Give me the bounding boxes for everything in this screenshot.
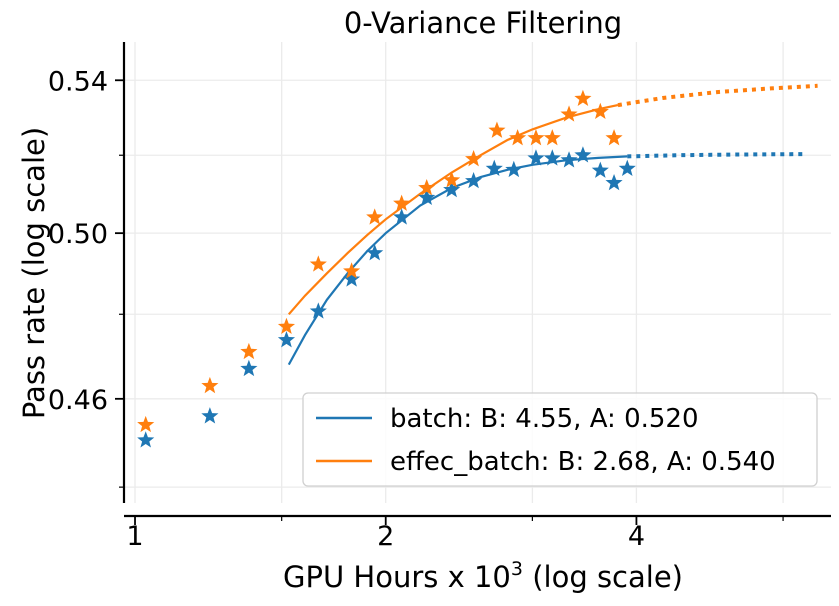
x-tick-label: 1 [126,521,143,552]
series-0-star-marker [443,180,461,198]
series-0-star-marker [366,244,384,261]
series-1-extrapolation-line [617,83,818,108]
series-0-star-marker [543,149,561,166]
series-0-star-marker [240,359,258,377]
series-1-star-marker [465,150,483,167]
series-1-star-marker [605,129,623,146]
series-1-star-marker [543,129,561,146]
series-0-star-marker [201,407,219,424]
axes [122,42,831,518]
x-axis-title-exponent: 3 [511,558,523,580]
series-1-star-marker [366,208,384,225]
series-0-star-marker [277,331,296,348]
series-0-star-marker [591,161,609,178]
series-0-star-marker [137,431,155,448]
series-1-star-marker [418,178,436,196]
series-0-star-marker [574,146,592,163]
fit-curves [287,83,818,366]
series-1-star-marker [509,129,527,146]
series-1-star-marker [137,415,155,433]
series-1-star-marker [560,105,578,122]
legend: batch: B: 4.55, A: 0.520 effec_batch: B: … [302,392,818,487]
ticks: 1 2 4 0.46 0.50 0.54 [48,66,784,552]
series-0-star-marker [465,172,483,189]
y-tick-label: 0.54 [48,66,108,97]
legend-box [302,392,818,487]
series-0-star-marker [393,208,411,225]
series-0-star-marker [527,149,545,166]
series-1-star-marker [488,121,506,138]
chart-title: 0-Variance Filtering [344,6,622,40]
series-1-star-marker [574,89,592,107]
series-0-star-marker [485,159,503,176]
series-1-star-marker [201,376,219,394]
y-axis-title: Pass rate (log scale) [17,127,51,419]
series-0-star-marker [505,160,523,178]
series-1-star-marker [240,342,258,360]
series-0-star-marker [605,173,623,191]
series-0-star-marker [309,302,327,319]
grid [124,42,831,503]
series-1-star-marker [443,171,461,188]
series-0-star-marker [618,159,636,176]
series-0-star-marker [560,151,578,168]
x-tick-label: 4 [628,521,645,552]
series-0-extrapolation-line [627,152,807,159]
legend-label-1: effec_batch: B: 2.68, A: 0.540 [390,447,776,477]
x-axis-title: GPU Hours x 103 (log scale) [283,558,683,594]
x-axis-title-main: GPU Hours x 10 [283,560,511,594]
series-1-star-marker [343,262,361,279]
series-1-fit-line [287,104,619,316]
series-1-star-marker [277,317,296,334]
series-1-star-marker [309,255,327,272]
series-0-star-marker [418,188,436,205]
series-1-star-marker [527,129,545,146]
x-tick-label: 2 [377,521,394,552]
y-tick-label: 0.46 [48,385,108,416]
y-tick-label: 0.50 [48,219,108,250]
series-1-star-marker [393,194,411,211]
series-0-star-marker [343,270,361,287]
series-1-star-marker [591,102,609,120]
x-axis-title-suffix: (log scale) [523,560,683,594]
legend-label-0: batch: B: 4.55, A: 0.520 [390,404,699,434]
data-markers [137,89,636,448]
series-0-fit-line [287,155,628,366]
